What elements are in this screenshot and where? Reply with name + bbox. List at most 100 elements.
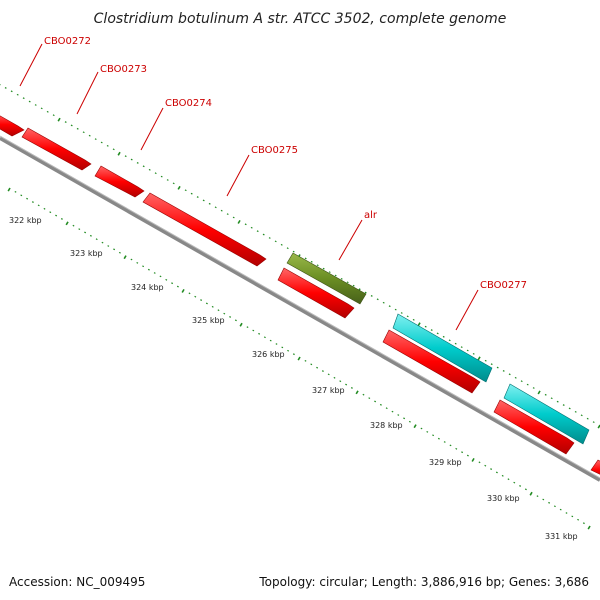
minor-tick bbox=[165, 278, 168, 281]
scale-label: 327 kbp bbox=[312, 386, 345, 395]
major-tick bbox=[297, 356, 301, 361]
label-cbo0275[interactable]: CBO0275 bbox=[251, 145, 298, 156]
gene-cbo0272[interactable] bbox=[0, 113, 25, 137]
major-tick bbox=[65, 221, 69, 226]
minor-tick bbox=[548, 501, 551, 504]
label-cbo0274[interactable]: CBO0274 bbox=[165, 98, 212, 109]
minor-tick bbox=[391, 410, 394, 413]
map-title: Clostridium botulinum A str. ATCC 3502, … bbox=[94, 11, 507, 27]
minor-tick bbox=[455, 447, 458, 450]
minor-tick bbox=[190, 192, 193, 195]
leader-cbo0275 bbox=[226, 154, 250, 197]
minor-tick bbox=[574, 410, 577, 413]
minor-tick bbox=[571, 515, 574, 518]
minor-tick bbox=[159, 275, 162, 278]
leader-cbo0272 bbox=[19, 43, 43, 87]
label-alr[interactable]: alr bbox=[364, 210, 378, 221]
minor-tick bbox=[89, 234, 92, 237]
minor-tick bbox=[275, 343, 278, 345]
minor-tick bbox=[28, 100, 31, 103]
label-cbo0272[interactable]: CBO0272 bbox=[44, 36, 91, 47]
minor-tick bbox=[76, 127, 79, 130]
genome-summary-text: Topology: circular; Length: 3,886,916 bp… bbox=[258, 575, 589, 589]
minor-tick bbox=[60, 218, 63, 220]
leader-cbo0274 bbox=[140, 107, 164, 151]
minor-tick bbox=[406, 315, 409, 318]
minor-tick bbox=[100, 141, 103, 144]
minor-tick bbox=[112, 148, 115, 151]
minor-tick bbox=[130, 258, 133, 261]
gene-cbo0278[interactable] bbox=[493, 399, 575, 455]
minor-tick bbox=[281, 346, 284, 349]
backbone-highlight bbox=[0, 135, 600, 479]
minor-tick bbox=[382, 301, 385, 304]
minor-tick bbox=[495, 471, 498, 474]
minor-tick bbox=[252, 329, 255, 332]
minor-tick bbox=[124, 155, 127, 158]
minor-tick bbox=[84, 231, 87, 234]
gene-cbo0275[interactable] bbox=[142, 192, 267, 267]
minor-tick bbox=[78, 228, 81, 231]
backbone-line bbox=[0, 136, 600, 482]
minor-tick bbox=[376, 298, 379, 301]
minor-tick bbox=[205, 302, 208, 305]
minor-tick bbox=[443, 441, 446, 443]
minor-tick bbox=[304, 359, 307, 362]
minor-tick bbox=[244, 223, 247, 226]
leader-alr bbox=[338, 219, 363, 261]
minor-tick bbox=[16, 93, 19, 96]
minor-tick bbox=[142, 165, 145, 168]
minor-tick bbox=[454, 342, 457, 345]
minor-tick bbox=[147, 268, 150, 271]
gene-cyan-2[interactable] bbox=[503, 383, 590, 445]
minor-tick bbox=[508, 373, 511, 376]
minor-tick bbox=[4, 87, 7, 89]
gene-cbo0274[interactable] bbox=[94, 165, 145, 198]
minor-tick bbox=[316, 264, 319, 267]
minor-tick bbox=[586, 417, 589, 420]
scale-label: 330 kbp bbox=[487, 494, 520, 503]
gene-alr[interactable] bbox=[286, 252, 367, 305]
gene-cbo0277[interactable] bbox=[392, 313, 493, 383]
major-tick bbox=[417, 322, 421, 327]
accession-text: Accession: NC_009495 bbox=[9, 575, 145, 589]
minor-tick bbox=[130, 158, 133, 161]
minor-tick bbox=[364, 291, 367, 294]
label-cbo0277[interactable]: CBO0277 bbox=[480, 280, 527, 291]
minor-tick bbox=[345, 383, 348, 386]
minor-tick bbox=[316, 366, 319, 369]
minor-tick bbox=[437, 437, 440, 440]
gene-cbo0279[interactable] bbox=[590, 459, 600, 480]
label-cbo0273[interactable]: CBO0273 bbox=[100, 64, 147, 75]
major-tick bbox=[477, 356, 481, 361]
minor-tick bbox=[208, 202, 211, 205]
minor-tick bbox=[250, 226, 253, 229]
gene-cbo0273[interactable] bbox=[21, 127, 92, 171]
minor-tick bbox=[258, 332, 261, 335]
minor-tick bbox=[94, 138, 97, 141]
minor-tick bbox=[304, 257, 307, 260]
minor-tick bbox=[362, 393, 365, 396]
minor-tick bbox=[82, 131, 85, 134]
minor-tick bbox=[220, 209, 223, 212]
gene-cbo0276[interactable] bbox=[277, 267, 355, 319]
minor-tick bbox=[388, 305, 391, 308]
minor-tick bbox=[34, 104, 37, 106]
minor-tick bbox=[217, 309, 220, 312]
minor-tick bbox=[268, 237, 271, 239]
minor-tick bbox=[246, 326, 249, 329]
minor-tick bbox=[484, 464, 487, 467]
minor-tick bbox=[136, 261, 139, 264]
minor-tick bbox=[412, 318, 415, 321]
minor-tick bbox=[269, 339, 272, 342]
minor-tick bbox=[95, 238, 98, 241]
minor-tick bbox=[10, 90, 13, 93]
major-tick bbox=[587, 525, 591, 530]
major-tick bbox=[529, 491, 533, 496]
minor-tick bbox=[101, 241, 104, 244]
minor-tick bbox=[118, 251, 121, 254]
minor-tick bbox=[544, 393, 547, 396]
gene-cbo0277-lower[interactable] bbox=[382, 329, 481, 394]
minor-tick bbox=[519, 485, 522, 487]
minor-tick bbox=[136, 162, 139, 164]
